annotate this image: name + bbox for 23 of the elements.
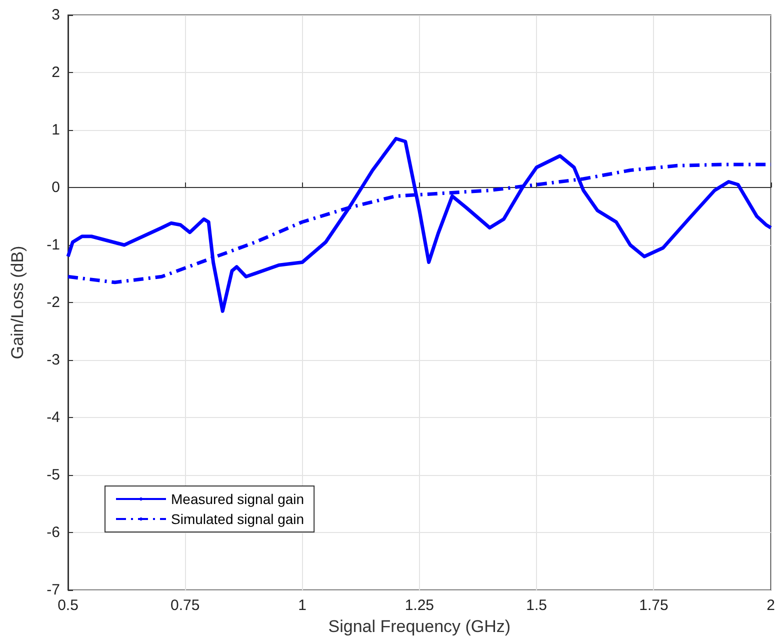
- y-tick-label: 2: [52, 64, 60, 81]
- y-tick-label: -6: [46, 524, 60, 541]
- y-tick-label: -7: [46, 582, 60, 598]
- y-tick-label: -1: [46, 236, 60, 254]
- legend-label: Measured signal gain: [171, 491, 304, 507]
- y-tick-label: -3: [46, 352, 60, 368]
- line-series: [66, 136, 773, 313]
- x-tick-label: 1.75: [639, 597, 668, 614]
- x-tick-label: 1.5: [526, 597, 547, 614]
- x-tick-label: 0.75: [170, 597, 200, 614]
- x-axis-title: Signal Frequency (GHz): [328, 616, 511, 636]
- y-tick-label: 1: [52, 122, 60, 138]
- y-tick-label: -2: [46, 294, 60, 311]
- x-tick-label: 1.25: [404, 597, 434, 614]
- x-tick-label: 0.5: [58, 597, 78, 614]
- x-tick-label: 2: [766, 597, 775, 614]
- y-axis-title: Gain/Loss (dB): [8, 246, 27, 360]
- y-tick-label: -4: [46, 409, 60, 426]
- y-tick-label: -5: [46, 466, 60, 484]
- legend-label: Simulated signal gain: [171, 511, 304, 527]
- x-tick-label: 1: [298, 597, 306, 614]
- y-tick-label: 3: [52, 6, 60, 24]
- y-tick-label: 0: [52, 179, 60, 196]
